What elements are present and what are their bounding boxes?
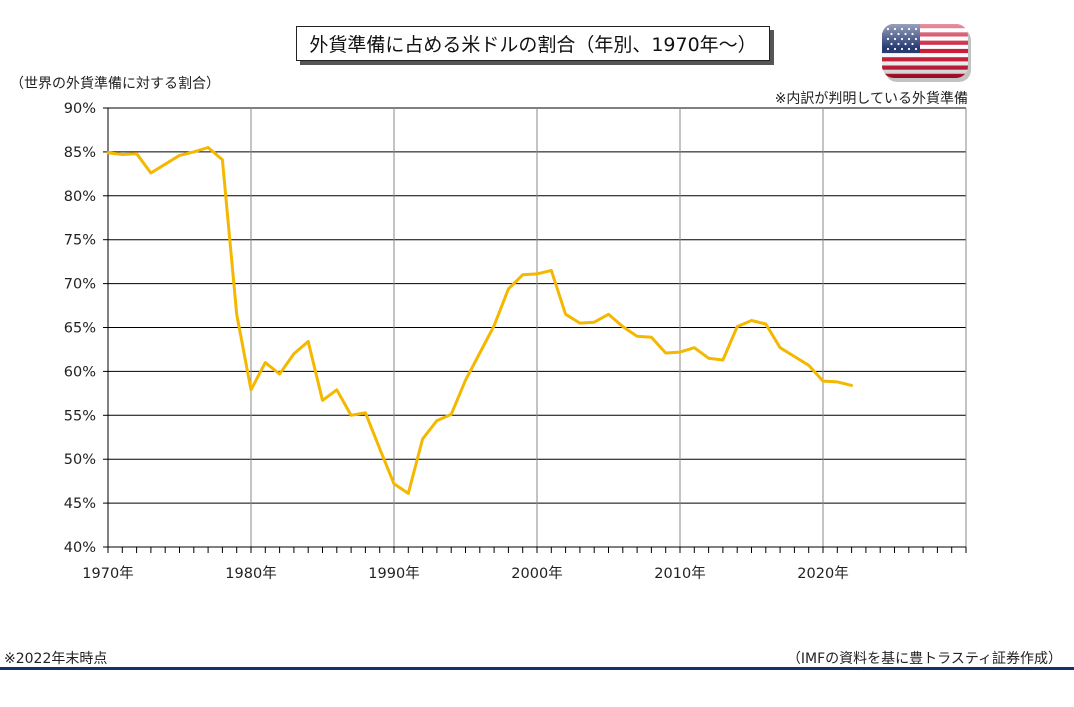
y-tick-label: 55%	[64, 408, 96, 424]
x-tick-label: 1990年	[368, 565, 419, 582]
source-note: （IMFの資料を基に豊トラスティ証券作成）	[786, 651, 1062, 667]
chart-note: ※内訳が判明している外貨準備	[774, 91, 968, 107]
y-tick-label: 60%	[64, 364, 96, 380]
line-chart: 40%45%50%55%60%65%70%75%80%85%90% 1970年 1…	[64, 101, 967, 582]
y-axis-label: （世界の外貨準備に対する割合）	[10, 76, 220, 92]
y-tick-label: 90%	[64, 101, 96, 117]
gridlines	[108, 107, 967, 547]
y-tick-label: 65%	[64, 321, 96, 337]
x-tick-label: 2000年	[511, 565, 562, 582]
y-tick-label: 85%	[64, 145, 96, 161]
chart-title: 外貨準備に占める米ドルの割合（年別、1970年～）	[296, 26, 770, 61]
y-tick-label: 70%	[64, 277, 96, 293]
x-tick-label: 2020年	[797, 565, 848, 582]
y-tick-label: 45%	[64, 496, 96, 512]
usd-share-line	[106, 146, 854, 495]
y-tick-label: 40%	[64, 540, 96, 556]
axes	[103, 107, 967, 553]
y-tick-label: 75%	[64, 233, 96, 249]
y-tick-label: 80%	[64, 189, 96, 205]
series	[106, 146, 854, 495]
x-tick-label: 2010年	[654, 565, 705, 582]
x-tick-label: 1980年	[225, 565, 276, 582]
bottom-divider	[0, 667, 1074, 670]
footnote: ※2022年末時点	[4, 651, 108, 667]
x-tick-labels: 1970年 1980年 1990年 2000年 2010年 2020年	[82, 565, 848, 582]
y-tick-label: 50%	[64, 452, 96, 468]
y-tick-labels: 40% 45% 50% 55% 60% 65% 70% 75% 80% 85% 90%	[64, 101, 96, 556]
x-tick-label: 1970年	[82, 565, 133, 582]
us-flag-icon	[880, 22, 972, 88]
